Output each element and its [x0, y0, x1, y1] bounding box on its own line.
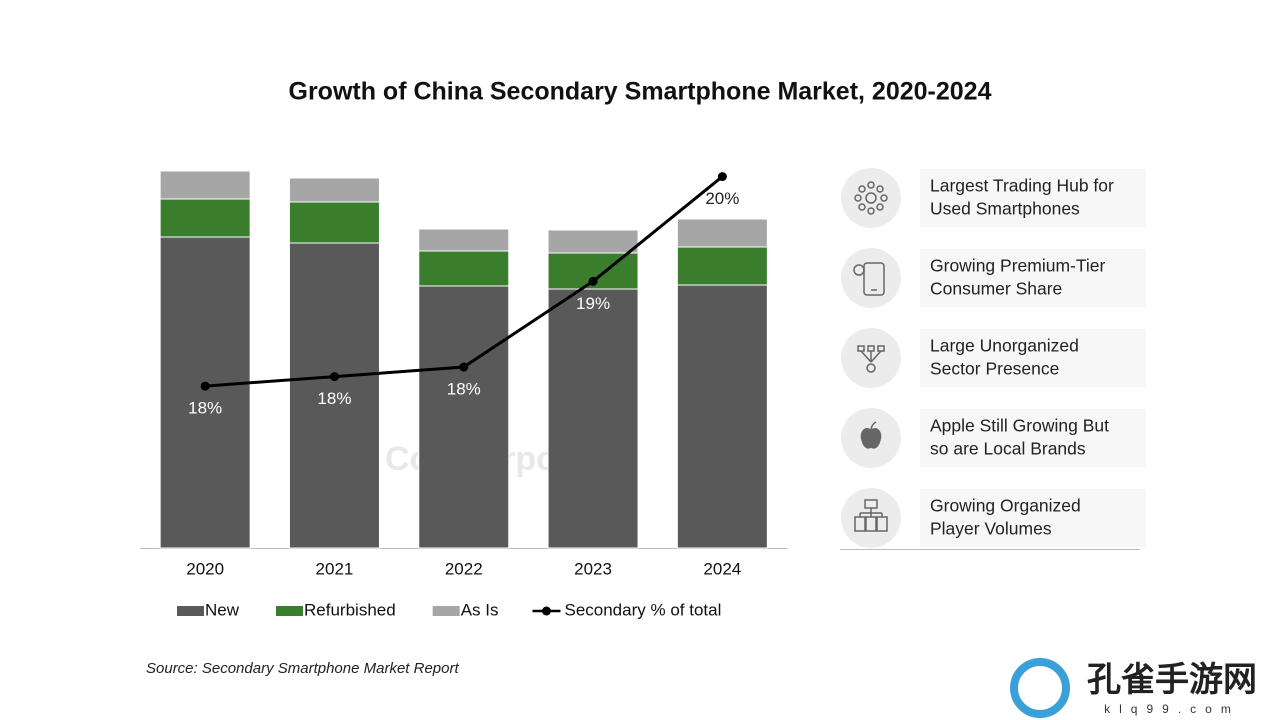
line-point — [200, 381, 210, 391]
highlight-box — [920, 169, 1146, 227]
hub-icon — [854, 181, 888, 215]
icons — [853, 181, 888, 532]
bar-segment — [547, 229, 639, 254]
x-tick-label: 2020 — [186, 559, 224, 578]
highlight-text: Used Smartphones — [930, 199, 1080, 219]
highlight-box — [920, 409, 1146, 467]
legend-swatch — [432, 606, 460, 616]
data-label: 20% — [705, 189, 739, 208]
x-tick-label: 2024 — [703, 559, 741, 578]
x-tick-label: 2023 — [574, 559, 612, 578]
x-tick-label: 2021 — [316, 559, 354, 578]
site-logo-icon — [1010, 658, 1070, 718]
legend-marker — [541, 606, 551, 616]
highlight-text: Apple Still Growing But — [930, 416, 1109, 436]
line-point — [717, 172, 727, 182]
highlight-text: Largest Trading Hub for — [930, 176, 1114, 196]
legend-label: New — [205, 600, 240, 619]
phone-icon — [853, 262, 885, 296]
bar-segment — [288, 242, 380, 549]
data-label: 18% — [447, 380, 481, 399]
highlight-box — [920, 249, 1146, 307]
icon-circle — [841, 248, 901, 308]
data-label: 18% — [188, 399, 222, 418]
bar-segment — [159, 170, 251, 200]
highlight-text: Player Volumes — [930, 519, 1052, 539]
source: Source: Secondary Smartphone Market Repo… — [146, 660, 459, 677]
bar-segment — [159, 236, 251, 549]
line-point — [329, 372, 339, 382]
legend-label: Refurbished — [304, 600, 396, 619]
highlight-text: Consumer Share — [930, 279, 1062, 299]
highlight-text: so are Local Brands — [930, 439, 1086, 459]
apple-icon — [860, 421, 882, 449]
icon-circle — [841, 488, 901, 548]
highlight-text: Sector Presence — [930, 359, 1059, 379]
bar-segment — [676, 218, 768, 248]
bar-segment — [547, 288, 639, 549]
legend-swatch — [276, 606, 304, 616]
site-logo-name: 孔雀手游网 — [1087, 661, 1257, 699]
bar-segment — [418, 250, 510, 287]
highlight-text: Growing Premium-Tier — [930, 256, 1106, 276]
site-logo: 孔雀手游网 klq99.com — [1010, 658, 1257, 718]
highlight-text: Large Unorganized — [930, 336, 1079, 356]
bar-segment — [676, 246, 768, 286]
data-label: 19% — [576, 294, 610, 313]
data-label: 18% — [317, 389, 351, 408]
bar-segment — [288, 177, 380, 203]
site-logo-url: klq99.com — [1104, 702, 1240, 716]
bar-segment — [288, 201, 380, 244]
bar-segment — [418, 285, 510, 549]
line-point — [588, 276, 598, 286]
bar-segment — [676, 284, 768, 549]
bar-segment — [159, 198, 251, 238]
legend-swatch — [177, 606, 204, 616]
legend-label: Secondary % of total — [564, 600, 721, 619]
highlight-text: Growing Organized — [930, 496, 1081, 516]
network-icon — [857, 345, 885, 373]
line-point — [459, 362, 469, 372]
highlight-box — [920, 329, 1146, 387]
org-icon — [854, 499, 888, 532]
bar-segment — [418, 228, 510, 252]
icon-circle — [841, 168, 901, 228]
highlight-box — [920, 489, 1146, 547]
legend-label: As Is — [461, 600, 499, 619]
chart-title: Growth of China Secondary Smartphone Mar… — [289, 78, 992, 106]
x-tick-label: 2022 — [445, 559, 483, 578]
